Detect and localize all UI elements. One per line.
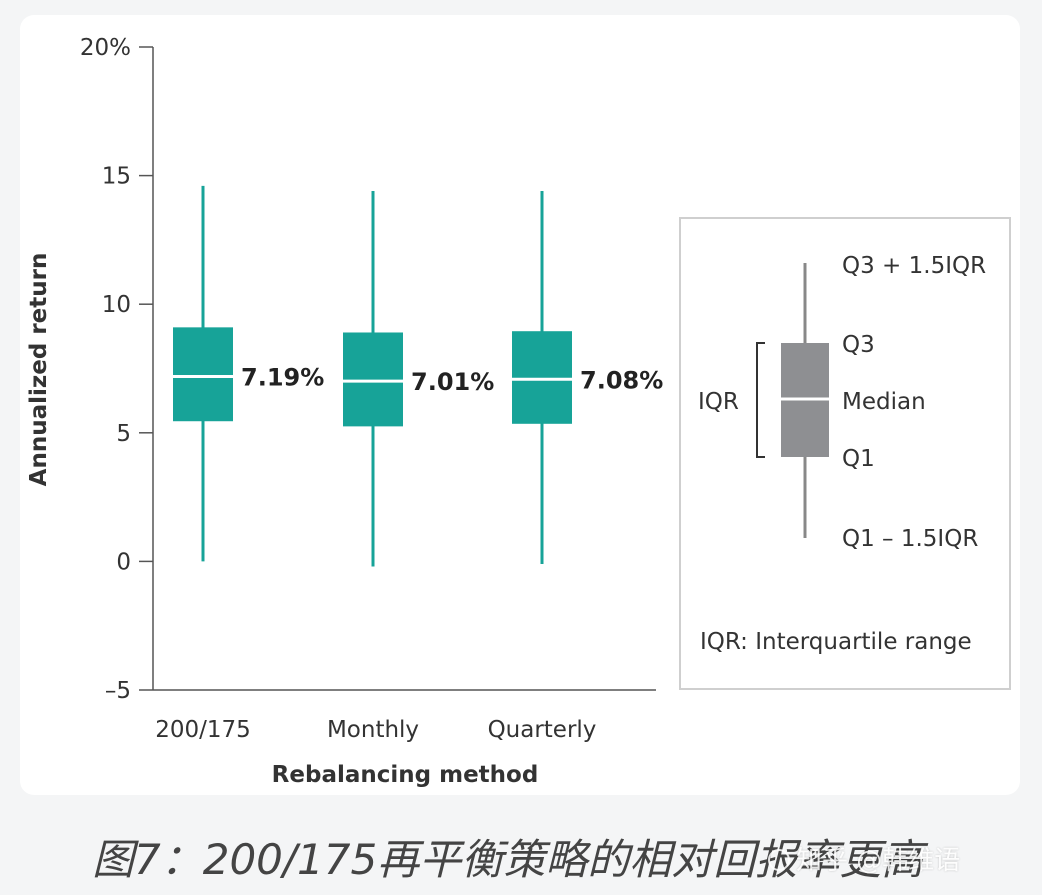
y-tick-label: 15	[102, 164, 131, 190]
legend-label-iqr: IQR	[698, 389, 739, 415]
median-label: 7.01%	[411, 368, 494, 396]
box-3: 7.08% Quarterly	[488, 191, 663, 743]
median-label: 7.08%	[580, 366, 663, 394]
x-axis-title: Rebalancing method	[272, 762, 539, 788]
y-tick-label: 5	[116, 421, 131, 447]
iqr-box	[343, 332, 403, 427]
legend-label-median: Median	[842, 389, 926, 415]
iqr-box	[173, 327, 233, 422]
y-axis-title: Annualized return	[26, 253, 52, 487]
box-1: 7.19% 200/175	[155, 185, 324, 743]
box-2: 7.01% Monthly	[327, 191, 494, 743]
y-tick-label: 20%	[80, 35, 131, 61]
legend-label-lower: Q1 – 1.5IQR	[842, 526, 978, 552]
y-tick-label: –5	[105, 678, 131, 704]
watermark-text: 知乎 @韩维语	[796, 846, 961, 876]
legend-frame	[679, 217, 1011, 690]
axes: –5 0 5 10 15 20% Annualized return Rebalancing …	[26, 35, 656, 788]
y-tick-label: 0	[116, 549, 131, 575]
legend-iqr-bracket	[756, 342, 765, 458]
legend-note: IQR: Interquartile range	[700, 629, 972, 655]
boxes: 7.19% 200/175 7.01% Monthly 7.08% Quarterly	[155, 185, 663, 743]
boxplot-chart: –5 0 5 10 15 20% Annualized return Rebalancing …	[26, 35, 1011, 788]
watermark: 知乎 @韩维语	[768, 840, 960, 877]
legend-label-q3: Q3	[842, 332, 875, 358]
chart-card: –5 0 5 10 15 20% Annualized return Rebalancing …	[20, 15, 1020, 795]
x-tick-label: Quarterly	[488, 717, 597, 743]
x-tick-label: 200/175	[155, 717, 251, 743]
median-label: 7.19%	[241, 363, 324, 391]
legend-label-q1: Q1	[842, 446, 875, 472]
legend: Q3 + 1.5IQR Q3 Median Q1 Q1 – 1.5IQR IQR IQR: …	[679, 217, 1011, 690]
y-tick-label: 10	[102, 292, 131, 318]
x-tick-label: Monthly	[327, 717, 419, 743]
legend-label-upper: Q3 + 1.5IQR	[842, 253, 986, 279]
zhihu-icon	[768, 849, 790, 871]
iqr-box	[512, 331, 572, 424]
